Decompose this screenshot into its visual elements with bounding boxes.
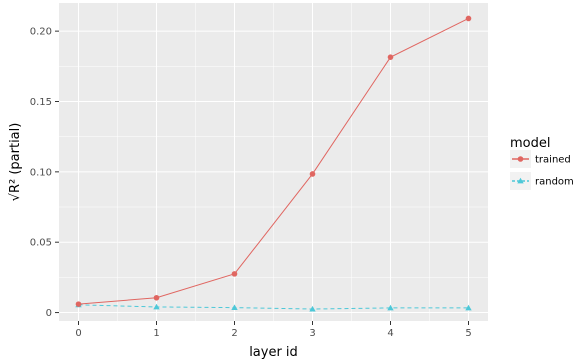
legend-items: trained random	[510, 150, 573, 190]
y-tick-label: 0.20	[30, 27, 52, 38]
legend-title: model	[510, 136, 550, 151]
series-trained	[75, 15, 472, 307]
y-axis-title: √R² (partial)	[8, 123, 23, 202]
data-point-trained	[153, 294, 160, 301]
x-tick-label: 5	[465, 328, 471, 339]
data-point-trained	[387, 54, 394, 60]
legend-item-random: random	[510, 172, 573, 190]
x-axis-title: layer id	[249, 345, 298, 360]
x-tick-label: 2	[231, 328, 237, 339]
legend-label: trained	[535, 155, 571, 166]
series-line-random	[78, 304, 469, 310]
y-axis-ticks: 0 0.05 0.10 0.15 0.20	[30, 27, 59, 319]
data-point-random	[309, 305, 316, 312]
x-tick-label: 1	[153, 328, 159, 339]
series-line-trained	[78, 18, 469, 305]
minor-gridlines	[59, 3, 488, 321]
x-axis-ticks: 0 1 2 3 4 5	[75, 321, 472, 339]
data-point-trained	[465, 15, 472, 22]
data-point-random	[153, 303, 160, 310]
y-tick-label: 0	[46, 308, 52, 319]
data-point-trained	[231, 271, 238, 277]
data-point-trained	[309, 171, 316, 177]
legend-label: random	[535, 177, 573, 188]
x-tick-label: 4	[387, 328, 393, 339]
series-layer	[75, 15, 472, 312]
major-gridlines	[59, 3, 488, 321]
legend: model trained random	[510, 136, 573, 190]
x-tick-label: 3	[309, 328, 315, 339]
legend-key-marker	[517, 177, 524, 184]
data-point-trained	[75, 301, 82, 307]
data-point-random	[387, 304, 394, 311]
legend-item-trained: trained	[510, 150, 571, 168]
legend-key-marker	[517, 156, 524, 162]
y-tick-label: 0.15	[30, 97, 52, 108]
y-tick-label: 0.10	[30, 167, 52, 178]
data-point-random	[231, 304, 238, 311]
x-tick-label: 0	[75, 328, 81, 339]
data-point-random	[465, 304, 472, 311]
y-tick-label: 0.05	[30, 238, 52, 249]
